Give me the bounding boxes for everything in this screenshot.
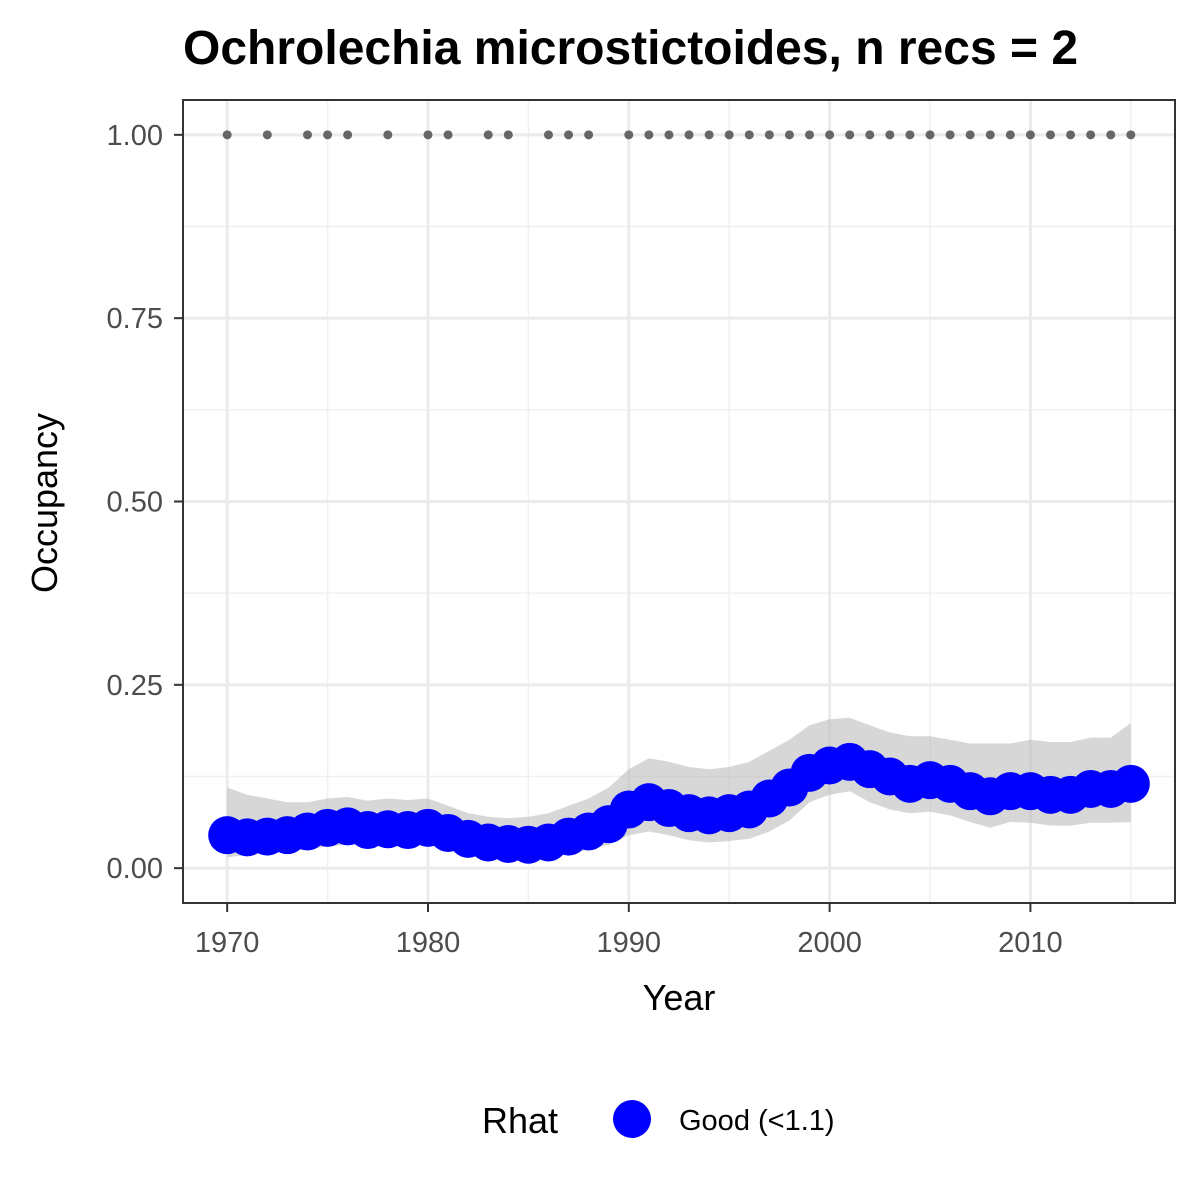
record-point — [624, 130, 634, 140]
record-point — [1005, 130, 1015, 140]
y-tick-label: 0.50 — [107, 487, 163, 519]
record-point — [423, 130, 433, 140]
record-point — [483, 130, 493, 140]
record-point — [664, 130, 674, 140]
x-axis: 1970 1980 1990 2000 2010 — [195, 903, 1063, 959]
record-point — [1066, 130, 1076, 140]
record-point — [724, 130, 734, 140]
record-point — [704, 130, 714, 140]
record-point — [644, 130, 654, 140]
y-tick-label: 0.00 — [107, 853, 163, 885]
x-tick-label: 2010 — [998, 927, 1063, 959]
legend-title: Rhat — [482, 1100, 558, 1141]
record-point — [905, 130, 915, 140]
record-point — [262, 130, 272, 140]
legend-label-good: Good (<1.1) — [679, 1105, 835, 1137]
x-tick-label: 2000 — [797, 927, 862, 959]
x-tick-label: 1970 — [195, 927, 260, 959]
record-point — [1126, 130, 1136, 140]
y-tick-label: 0.75 — [107, 303, 163, 335]
record-point — [985, 130, 995, 140]
record-point — [965, 130, 975, 140]
record-point — [343, 130, 353, 140]
record-point — [805, 130, 815, 140]
chart-title: Ochrolechia microstictoides, n recs = 2 — [183, 22, 1078, 75]
record-point — [1025, 130, 1035, 140]
occupancy-point — [1111, 764, 1150, 803]
plot-panel — [182, 99, 1176, 904]
record-point — [584, 130, 594, 140]
record-point — [1045, 130, 1055, 140]
record-point — [684, 130, 694, 140]
record-point — [1106, 130, 1116, 140]
y-tick-label: 0.25 — [107, 670, 163, 702]
record-point — [443, 130, 453, 140]
record-point — [383, 130, 393, 140]
y-axis: 0.00 0.25 0.50 0.75 1.00 — [107, 120, 183, 885]
record-point — [543, 130, 553, 140]
record-point — [564, 130, 574, 140]
legend-key-good — [613, 1100, 651, 1138]
record-point — [845, 130, 855, 140]
record-point — [323, 130, 333, 140]
data-marks — [208, 130, 1150, 864]
record-point — [503, 130, 513, 140]
y-axis-title: Occupancy — [24, 413, 65, 593]
record-point — [222, 130, 232, 140]
record-point — [1086, 130, 1096, 140]
x-tick-label: 1980 — [396, 927, 461, 959]
record-point — [764, 130, 774, 140]
record-point — [885, 130, 895, 140]
x-tick-label: 1990 — [597, 927, 662, 959]
record-point — [744, 130, 754, 140]
record-point — [825, 130, 835, 140]
record-point — [303, 130, 313, 140]
record-point — [925, 130, 935, 140]
record-point — [784, 130, 794, 140]
x-axis-title: Year — [643, 977, 716, 1018]
record-point — [865, 130, 875, 140]
y-tick-label: 1.00 — [107, 120, 163, 152]
legend: Rhat Good (<1.1) — [482, 1100, 835, 1141]
record-point — [945, 130, 955, 140]
